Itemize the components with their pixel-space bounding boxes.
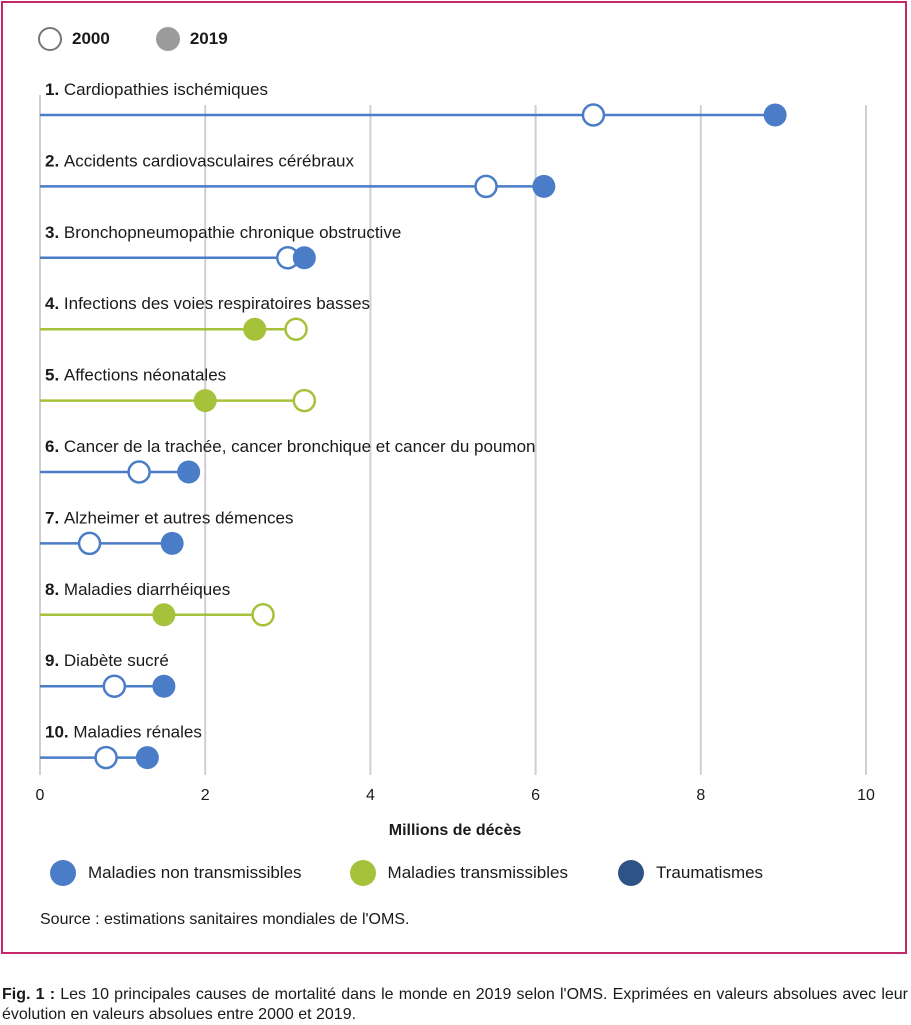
legend-label-communicable: Maladies transmissibles [387,863,568,882]
x-tick-label: 8 [696,787,705,804]
row-label: 9. Diabète sucré [45,651,169,670]
point-2000 [474,174,498,199]
caption-text: Les 10 principales causes de mortalité d… [2,986,909,1023]
point-2019 [193,389,217,413]
row-label: 7. Alzheimer et autres démences [45,508,294,527]
point-2000 [284,317,308,341]
point-2019 [292,246,316,270]
legend-label-injuries: Traumatismes [656,863,764,882]
point-2000 [94,745,118,770]
dark-blue-circle-icon [618,860,644,886]
point-2019 [177,460,201,484]
row-label: 5. Affections néonatales [45,366,226,385]
legend-label-2019: 2019 [189,29,228,48]
source-note: Source : estimations sanitaires mondiale… [40,911,410,928]
legend-item-communicable: Maladies transmissibles [349,860,568,886]
category-legend: Maladies non transmissibles Maladies tra… [50,860,763,886]
dumbbell-chart: 0 2 4 6 8 10 Millions de décès 1. Cardiopathies… [36,80,875,839]
row-label: 10. Maladies rénales [45,723,202,742]
row-label: 6. Cancer de la trachée, cancer bronchiq… [45,437,535,456]
point-2019 [152,674,176,698]
point-2019 [152,603,176,627]
x-tick-label: 4 [366,787,375,804]
x-tick-label: 2 [201,787,210,804]
point-2000 [292,388,317,413]
x-tick-label: 6 [531,787,540,804]
x-tick-label: 10 [857,787,875,804]
point-2000 [581,103,606,127]
x-tick-label: 0 [36,787,45,804]
row-label: 1. Cardiopathies ischémiques [45,80,268,99]
legend-item-2019: 2019 [155,27,228,51]
point-2000 [127,460,151,484]
row-label: 3. Bronchopneumopathie chronique obstruc… [45,223,401,242]
point-2019 [135,746,159,770]
point-2019 [243,317,267,341]
row-label: 8. Maladies diarrhéiques [45,580,230,599]
legend-label-2000: 2000 [72,29,110,48]
green-circle-icon [349,860,376,886]
row-label: 4. Infections des voies respiratoires ba… [45,294,370,313]
figure-frame [1,1,907,954]
open-circle-icon [38,27,62,51]
point-2019 [763,103,787,127]
x-axis-title: Millions de décès [389,822,522,839]
filled-circle-icon [155,27,180,51]
legend-item-noncommunicable: Maladies non transmissibles [50,860,302,886]
blue-circle-icon [50,860,76,886]
figure-caption: Fig. 1 : Les 10 principales causes de mo… [2,985,908,1025]
legend-item-injuries: Traumatismes [618,860,763,886]
legend-label-noncommunicable: Maladies non transmissibles [88,863,302,882]
point-2000 [77,531,102,556]
point-2019 [532,174,556,198]
point-2019 [160,531,184,555]
year-legend: 2000 2019 [38,27,264,51]
legend-item-2000: 2000 [38,27,110,51]
row-label: 2. Accidents cardiovasculaires cérébraux [45,151,354,170]
caption-label: Fig. 1 : [2,986,56,1003]
point-2000 [251,603,275,627]
point-2000 [102,674,127,698]
